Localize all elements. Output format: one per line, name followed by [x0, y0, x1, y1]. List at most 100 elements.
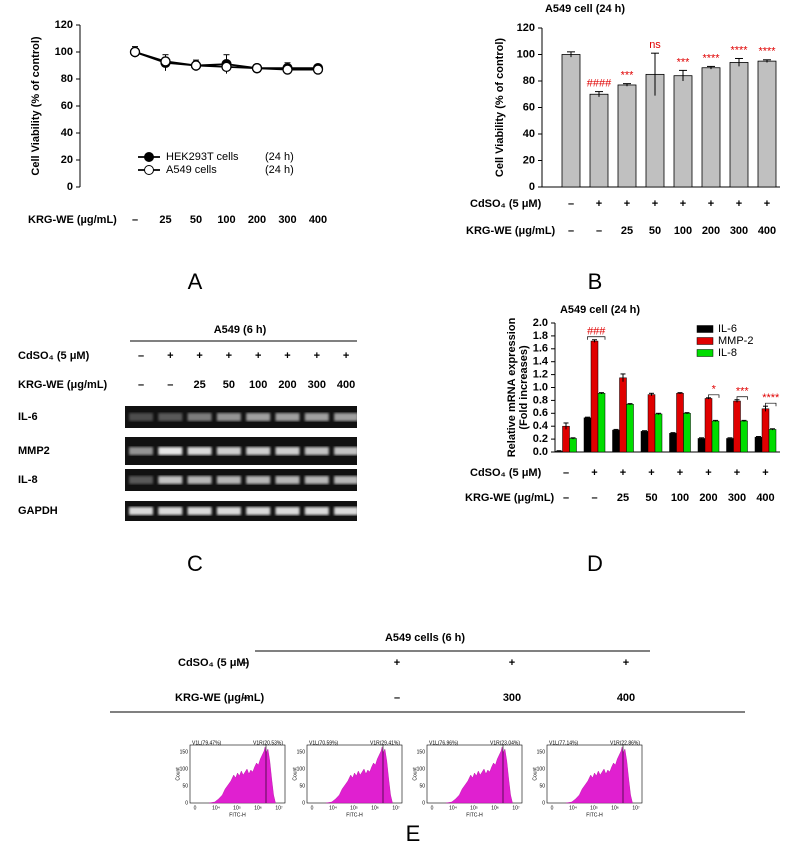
bar — [647, 394, 656, 453]
row-value: + — [624, 198, 630, 210]
gel-band — [304, 507, 329, 515]
chart-title: A549 cell (24 h) — [545, 3, 625, 15]
bar — [590, 340, 599, 453]
y-tick-label: 80 — [61, 73, 73, 85]
row-value: – — [596, 225, 602, 237]
error-bar — [677, 392, 683, 394]
row-value: – — [138, 379, 144, 391]
error-bar — [713, 419, 718, 422]
legend-swatch — [696, 325, 714, 333]
error-bar — [613, 428, 619, 431]
gel-row — [125, 469, 357, 491]
y-tick-label: 60 — [523, 101, 535, 113]
y-axis-label: Count — [412, 767, 418, 781]
row-label: KRG-WE (μg/mL) — [175, 692, 265, 704]
x-tick-label: 10⁴ — [449, 805, 457, 811]
gel-band — [158, 507, 183, 515]
annotation: ### — [587, 326, 606, 338]
y-tick-label: 40 — [61, 127, 73, 139]
legend-marker — [144, 152, 154, 162]
gel-band — [275, 447, 300, 455]
y-tick-label: 50 — [182, 783, 188, 789]
marker — [282, 64, 293, 75]
gel-band — [246, 476, 271, 484]
y-tick-label: 0.4 — [533, 420, 549, 432]
row-value: + — [314, 350, 320, 362]
bar — [673, 75, 693, 188]
x-tick-label: 10⁵ — [233, 805, 241, 811]
y-tick-label: 40 — [523, 128, 535, 140]
bracket — [587, 336, 606, 340]
annotation: **** — [758, 46, 776, 58]
row-value: 25 — [193, 379, 205, 391]
y-tick-label: 0 — [542, 800, 545, 806]
y-tick-label: 0.2 — [533, 433, 548, 445]
x-tick-label: 0 — [551, 805, 554, 811]
x-tick-label: 200 — [248, 214, 266, 226]
error-bar — [741, 419, 747, 422]
row-value: 100 — [671, 492, 689, 504]
gel-band — [246, 447, 271, 455]
gel-band — [334, 447, 359, 455]
marker — [251, 63, 263, 74]
gel-band — [216, 507, 241, 515]
row-value: – — [242, 692, 248, 704]
row-value: – — [242, 657, 248, 669]
y-axis-label: Cell Viability (% of control) — [494, 38, 506, 177]
gel-band — [129, 447, 153, 455]
legend-condition: (24 h) — [265, 164, 294, 176]
y-tick-label: 1.4 — [533, 356, 549, 368]
flow-plot: V1L(70.59%) V1R(29.41%) 0 50 100 150 0 10⁴ 10⁵ 10… — [292, 740, 403, 818]
row-value: + — [764, 198, 770, 210]
bar — [726, 438, 734, 453]
row-value: 100 — [674, 225, 692, 237]
y-tick-label: 80 — [523, 75, 535, 87]
bar — [701, 67, 721, 188]
gel-band — [304, 476, 329, 484]
flow-title: A549 cells (6 h) — [385, 632, 465, 644]
row-value: – — [568, 225, 574, 237]
row-value: + — [167, 350, 173, 362]
chart-title: A549 cell (24 h) — [560, 304, 640, 316]
x-tick-label: 10⁷ — [632, 805, 640, 811]
gel-band — [158, 476, 183, 484]
annotation: *** — [621, 70, 635, 82]
x-tick-label: 10⁵ — [350, 805, 358, 811]
x-axis-label: KRG-WE (µg/mL) — [28, 214, 117, 226]
x-axis-label: FITC-H — [229, 812, 246, 818]
row-value: + — [591, 467, 597, 479]
row-value: 300 — [730, 225, 748, 237]
annotation: *** — [677, 56, 691, 68]
y-axis-label: Cell Viability (% of control) — [30, 36, 42, 175]
y-tick-label: 1.6 — [533, 343, 548, 355]
x-tick-label: 10⁴ — [212, 805, 220, 811]
row-value: + — [677, 467, 683, 479]
bar — [754, 436, 763, 453]
y-axis-label: (Fold increases) — [518, 345, 530, 430]
legend-label: HEK293T cells — [166, 151, 239, 163]
row-value: 400 — [758, 225, 776, 237]
y-tick-label: 150 — [180, 749, 189, 755]
x-tick-label: 10⁵ — [590, 805, 598, 811]
y-tick-label: 100 — [517, 48, 535, 60]
legend-swatch — [696, 349, 714, 357]
row-label: CdSO₄ (5 μM) — [470, 467, 542, 479]
gate-left: V1L(77.14%) — [549, 740, 579, 746]
x-tick-label: 25 — [159, 214, 171, 226]
error-bar — [651, 52, 659, 96]
gate-right: V1R(23.04%) — [490, 740, 520, 746]
row-value: + — [680, 198, 686, 210]
y-tick-label: 0 — [529, 181, 535, 193]
row-label: CdSO₄ (5 μM) — [18, 350, 90, 362]
row-value: + — [196, 350, 202, 362]
row-value: + — [734, 467, 740, 479]
error-bar — [595, 91, 603, 97]
error-bar — [649, 392, 654, 396]
marker — [312, 64, 324, 75]
row-value: 400 — [337, 379, 355, 391]
gel-row — [125, 501, 357, 521]
row-value: 300 — [728, 492, 746, 504]
annotation: **** — [702, 52, 720, 64]
bar — [704, 398, 713, 453]
bar — [740, 420, 748, 453]
